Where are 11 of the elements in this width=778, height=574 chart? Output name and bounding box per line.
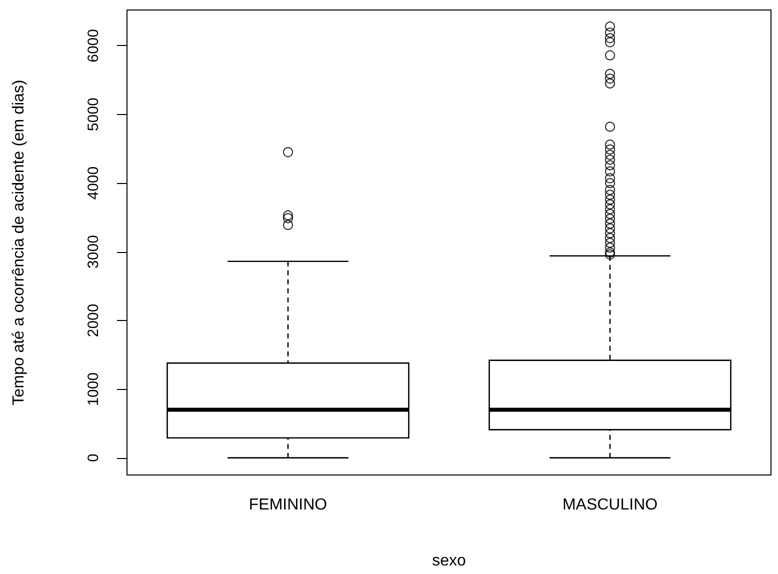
y-tick-label: 0 (85, 454, 102, 462)
x-axis-title: sexo (432, 552, 466, 570)
x-tick-label: MASCULINO (562, 496, 658, 514)
x-tick-label: FEMININO (248, 496, 328, 514)
y-tick-label: 4000 (85, 166, 102, 200)
y-tick-label: 1000 (85, 372, 102, 406)
y-tick-label: 5000 (85, 98, 102, 132)
y-tick-label: 2000 (85, 304, 102, 338)
y-axis-title: Tempo até a ocorrência de acidente (em dias) (10, 80, 28, 406)
y-tick-label: 6000 (85, 29, 102, 62)
y-tick-label: 3000 (85, 235, 102, 268)
